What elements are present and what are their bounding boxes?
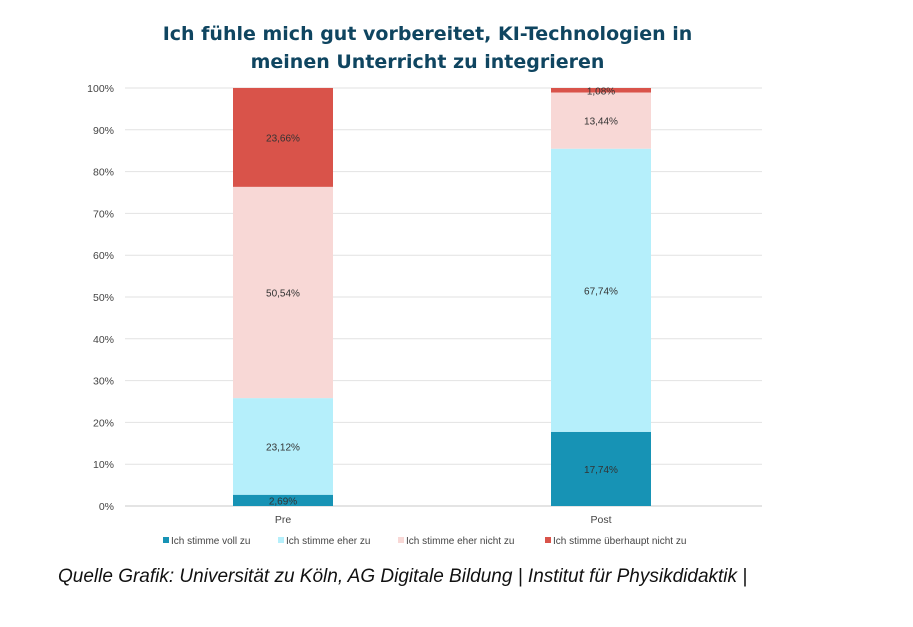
legend: Ich stimme voll zu Ich stimme eher zu Ich … [163,536,686,547]
chart-title: Ich fühle mich gut vorbereitet, KI-Techn… [0,20,855,76]
x-tick-label: Pre [275,514,292,526]
legend-label: Ich stimme eher nicht zu [406,536,514,547]
legend-swatch [163,537,169,543]
y-tick-label: 80% [93,167,114,179]
data-label: 1,08% [587,86,615,97]
y-tick-label: 40% [93,334,114,346]
y-tick-label: 0% [99,501,114,513]
data-label: 50,54% [266,288,300,299]
legend-label: Ich stimme eher zu [286,536,370,547]
bar-segment [551,148,651,432]
data-label: 13,44% [584,117,618,128]
legend-label: Ich stimme überhaupt nicht zu [553,536,686,547]
legend-swatch [278,537,284,543]
data-label: 23,12% [266,442,300,453]
bar-segment [551,92,651,149]
x-axis: Pre Post [275,514,612,526]
bar-segment [233,186,333,399]
bar-segment [233,398,333,495]
y-tick-label: 10% [93,459,114,471]
legend-label: Ich stimme voll zu [171,536,250,547]
legend-swatch [398,537,404,543]
source-caption: Quelle Grafik: Universität zu Köln, AG D… [58,566,748,587]
y-tick-label: 50% [93,292,114,304]
x-tick-label: Post [590,514,611,526]
bar-segment [551,431,651,506]
bars: 2,69% 23,12% 50,54% 23,66% 17,74% 67,74% 13,44… [233,86,651,507]
y-tick-label: 20% [93,417,114,429]
chart-title-line-1: Ich fühle mich gut vorbereitet, KI-Techn… [162,23,693,45]
data-label: 67,74% [584,286,618,297]
y-tick-label: 70% [93,208,114,220]
legend-swatch [545,537,551,543]
bar-segment [551,88,651,93]
bar-segment [233,494,333,506]
y-axis: 0% 10% 20% 30% 40% 50% 60% 70% 80% 90% 100% [87,83,114,513]
data-label: 2,69% [269,496,297,507]
chart-title-line-2: meinen Unterricht zu integrieren [250,51,605,73]
gridlines [125,87,762,507]
y-tick-label: 30% [93,376,114,388]
data-label: 17,74% [584,465,618,476]
y-tick-label: 90% [93,125,114,137]
y-tick-label: 100% [87,83,114,95]
y-tick-label: 60% [93,250,114,262]
bar-segment [233,87,333,187]
data-label: 23,66% [266,133,300,144]
